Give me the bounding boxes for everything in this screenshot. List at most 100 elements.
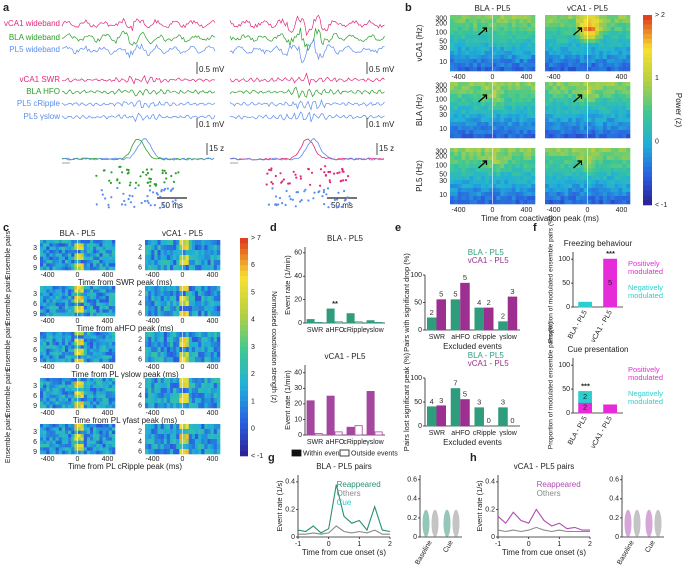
heat-cell (68, 335, 71, 339)
heat-cell (500, 188, 504, 192)
heat-cell (454, 184, 458, 188)
heat-cell (591, 86, 595, 90)
x-tick-label: -400 (40, 456, 54, 463)
heat-cell (68, 306, 71, 310)
count-label: 0 (510, 416, 514, 425)
heat-cell (531, 164, 535, 168)
heat-cell (151, 424, 154, 429)
colorbar-label: Normalised coactivation strength (z) (270, 291, 277, 403)
heat-cell (477, 47, 481, 51)
heat-cell (618, 27, 622, 31)
heat-cell (211, 311, 214, 316)
heat-cell (170, 357, 173, 362)
raster-dot (334, 199, 336, 201)
heat-cell (96, 441, 99, 445)
heat-cell (148, 424, 151, 429)
heat-cell (151, 434, 154, 439)
heat-cell (112, 263, 115, 267)
colorbar-cell (643, 15, 652, 20)
heat-cell (618, 184, 622, 188)
heat-cell (473, 102, 477, 106)
heat-cell (549, 200, 553, 204)
heat-cell (109, 253, 112, 257)
heat-cell (584, 184, 588, 188)
heat-cell (545, 35, 549, 39)
heat-cell (508, 31, 512, 35)
heat-cell (53, 243, 56, 247)
heat-cell (549, 176, 553, 180)
heat-cell (489, 67, 493, 71)
heat-cell (106, 267, 109, 271)
heat-cell (192, 255, 195, 260)
heat-cell (211, 306, 214, 311)
heat-cell (626, 114, 630, 118)
heat-cell (473, 43, 477, 47)
heat-cell (59, 434, 62, 438)
heat-cell (458, 23, 462, 27)
heat-cell (53, 385, 56, 389)
heat-cell (512, 43, 516, 47)
heat-cell (68, 309, 71, 313)
heat-cell (164, 332, 167, 337)
heat-cell (173, 306, 176, 311)
heat-cell (626, 148, 630, 152)
heat-cell (158, 260, 161, 265)
heat-cell (576, 148, 580, 152)
heat-cell (170, 296, 173, 301)
heat-cell (208, 337, 211, 342)
heat-cell (84, 355, 87, 359)
heat-cell (56, 257, 59, 261)
heat-cell (189, 301, 192, 306)
heat-cell (59, 424, 62, 428)
heat-cell (622, 188, 626, 192)
y-tick-label: 3 (33, 291, 37, 298)
heat-cell (572, 180, 576, 184)
heat-cell (217, 352, 220, 357)
heat-cell (564, 47, 568, 51)
heat-cell (591, 114, 595, 118)
heat-cell (560, 19, 564, 23)
heat-cell (473, 19, 477, 23)
heat-cell (500, 27, 504, 31)
heat-cell (59, 427, 62, 431)
raster-dot (123, 200, 125, 202)
heat-cell (49, 303, 52, 307)
heat-cell (103, 299, 106, 303)
heat-cell (611, 102, 615, 106)
heat-cell (173, 342, 176, 347)
heat-cell (572, 43, 576, 47)
heat-cell (103, 309, 106, 313)
raster-dot (145, 174, 147, 176)
heat-cell (192, 296, 195, 301)
heat-cell (485, 51, 489, 55)
heat-cell (549, 98, 553, 102)
heat-cell (148, 429, 151, 434)
heat-cell (512, 39, 516, 43)
heat-cell (560, 98, 564, 102)
y-tick-label: 100 (410, 272, 422, 279)
heat-cell (65, 247, 68, 251)
count-label: 5 (463, 273, 467, 282)
raster-dot (337, 192, 339, 194)
colorbar-cell (240, 325, 248, 331)
heat-cell (477, 67, 481, 71)
heat-cell (151, 301, 154, 306)
heat-cell (145, 352, 148, 357)
heat-cell (591, 200, 595, 204)
colorbar-tick-label: 2 (251, 371, 255, 378)
heat-cell (603, 43, 607, 47)
heat-cell (450, 19, 454, 23)
heat-cell (622, 27, 626, 31)
heat-cell (170, 439, 173, 444)
heat-cell (512, 102, 516, 106)
heat-cell (62, 388, 65, 392)
heat-cell (588, 126, 592, 130)
heat-cell (183, 286, 186, 291)
heat-cell (192, 250, 195, 255)
heat-cell (81, 257, 84, 261)
heat-cell (164, 245, 167, 250)
heat-cell (465, 27, 469, 31)
heat-cell (591, 39, 595, 43)
heat-cell (560, 118, 564, 122)
x-tick-label: 400 (616, 207, 628, 214)
